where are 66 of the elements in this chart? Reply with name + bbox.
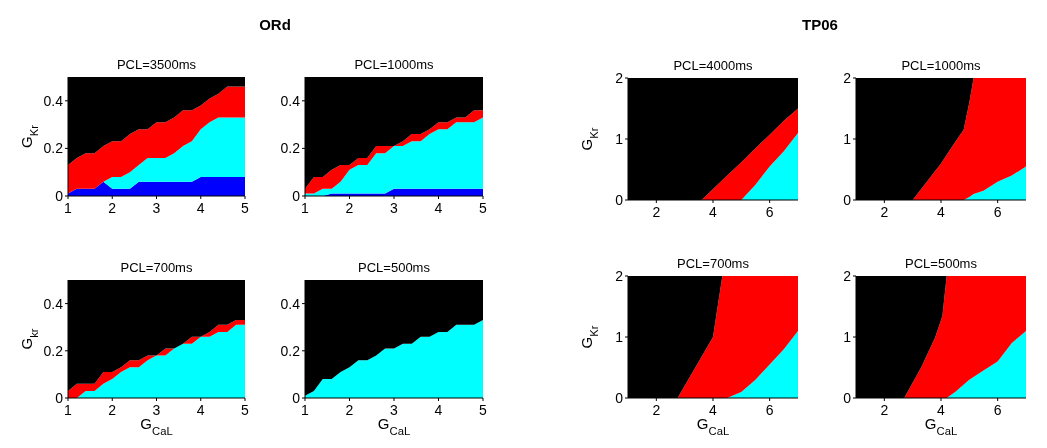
y-tick-label: 0.4 [43, 295, 64, 312]
x-tick-label: 2 [652, 402, 661, 418]
x-tick-label: 5 [479, 402, 488, 418]
x-tick-label: 4 [196, 200, 205, 216]
x-tick-label: 2 [345, 402, 354, 418]
x-tick-label: 4 [937, 204, 946, 220]
x-tick-label: 3 [390, 200, 399, 216]
x-tick-label: 4 [434, 402, 443, 418]
x-axis-title: G$_{CaL}$ [696, 415, 730, 437]
x-tick-label: 4 [196, 402, 205, 418]
x-tick-label: 2 [880, 204, 889, 220]
y-tick-label: 0.4 [280, 92, 301, 109]
chart-title: PCL=1000ms [901, 58, 982, 73]
x-tick-label: 2 [108, 200, 117, 216]
y-tick-label: 1 [843, 329, 852, 345]
x-axis-title: G$_{CaL}$ [924, 415, 958, 437]
x-tick-label: 3 [152, 200, 161, 216]
chart-title: PCL=700ms [120, 260, 193, 275]
x-tick-label: 2 [652, 204, 661, 220]
y-tick-label: 0 [615, 192, 624, 208]
x-tick-label: 5 [241, 200, 250, 216]
y-tick-label: 1 [615, 329, 624, 345]
x-tick-label: 3 [390, 402, 399, 418]
y-tick-label: 0.2 [280, 342, 301, 359]
x-tick-label: 4 [434, 200, 443, 216]
x-tick-label: 6 [765, 204, 774, 220]
y-tick-label: 2 [615, 70, 624, 86]
x-tick-label: 6 [993, 402, 1002, 418]
y-tick-label: 0.4 [280, 295, 301, 312]
y-tick-label: 0 [292, 390, 301, 406]
x-tick-label: 2 [880, 402, 889, 418]
y-tick-label: 2 [843, 70, 852, 86]
chart-title: PCL=1000ms [354, 57, 435, 72]
y-tick-label: 0 [843, 192, 852, 208]
x-tick-label: 5 [241, 402, 250, 418]
y-tick-label: 0 [292, 188, 301, 204]
y-tick-label: 0 [55, 390, 64, 406]
y-tick-label: 0.4 [43, 92, 64, 109]
chart-title: PCL=500ms [905, 256, 978, 271]
text: TP06 [802, 16, 838, 33]
y-tick-label: 0.2 [43, 342, 64, 359]
x-tick-label: 2 [345, 200, 354, 216]
chart-title: PCL=700ms [677, 256, 750, 271]
text: ORd [259, 16, 291, 33]
chart-title: PCL=500ms [358, 260, 431, 275]
x-tick-label: 5 [479, 200, 488, 216]
chart-title: PCL=3500ms [116, 57, 197, 72]
x-tick-label: 4 [937, 402, 946, 418]
x-tick-label: 3 [152, 402, 161, 418]
x-axis-title: G$_{CaL}$ [377, 415, 411, 437]
x-tick-label: 2 [108, 402, 117, 418]
y-tick-label: 0.2 [43, 140, 64, 157]
y-tick-label: 0 [55, 188, 64, 204]
y-tick-label: 0.2 [280, 140, 301, 157]
x-tick-label: 6 [765, 402, 774, 418]
x-tick-label: 4 [709, 204, 718, 220]
y-tick-label: 0 [843, 390, 852, 406]
y-tick-label: 1 [843, 131, 852, 147]
x-axis-title: G$_{CaL}$ [140, 415, 173, 437]
y-tick-label: 1 [615, 131, 624, 147]
y-tick-label: 0 [615, 390, 624, 406]
x-tick-label: 4 [709, 402, 718, 418]
chart-title: PCL=4000ms [673, 58, 754, 73]
y-tick-label: 2 [615, 268, 624, 284]
y-tick-label: 2 [843, 268, 852, 284]
x-tick-label: 6 [993, 204, 1002, 220]
